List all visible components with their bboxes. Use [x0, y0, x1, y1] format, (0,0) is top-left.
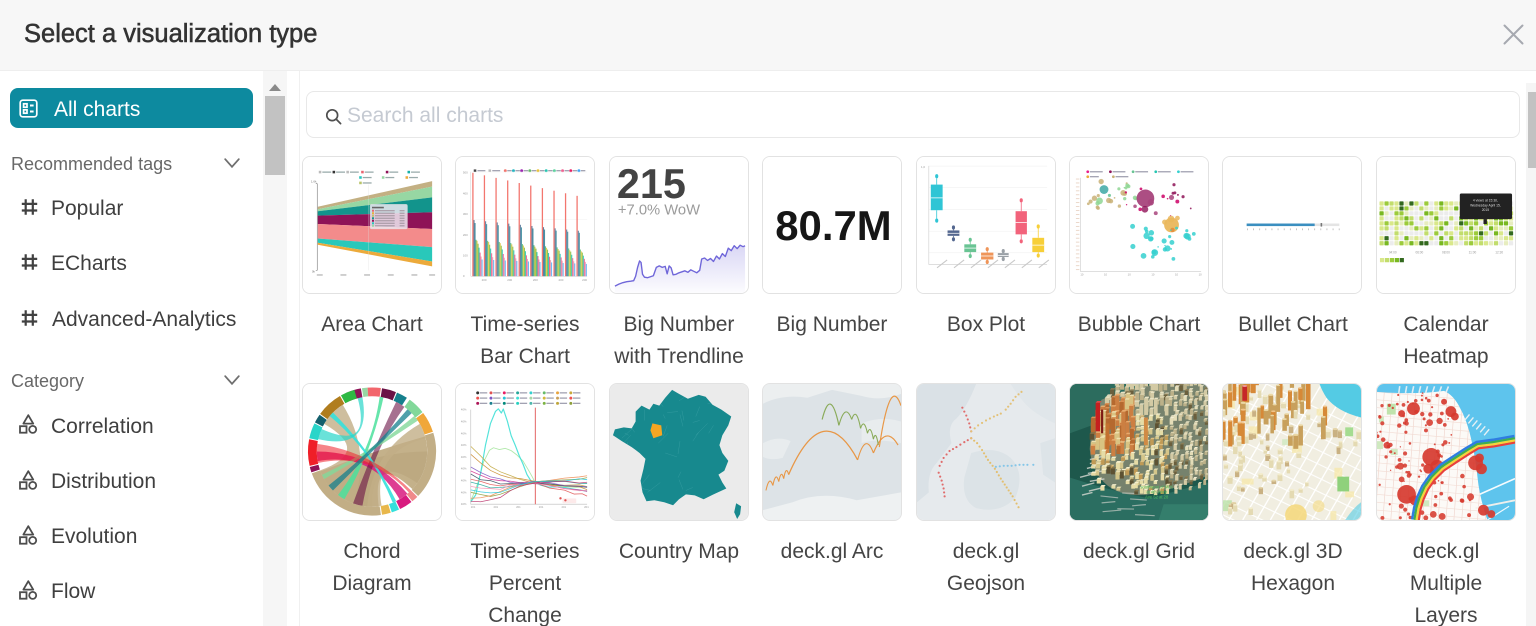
- svg-text:1,0: 1,0: [921, 165, 925, 169]
- svg-text:40%: 40%: [461, 479, 467, 483]
- svg-text:201: 201: [584, 505, 589, 509]
- svg-text:40%: 40%: [461, 408, 467, 412]
- svg-text:40%: 40%: [461, 455, 467, 459]
- svg-text:11:00: 11:00: [1469, 251, 1477, 255]
- svg-text:1,6k: 1,6k: [311, 180, 317, 184]
- svg-text:4 views at 15:30,: 4 views at 15:30,: [1473, 198, 1498, 202]
- svg-text:201: 201: [516, 505, 521, 509]
- svg-text:200: 200: [463, 233, 468, 237]
- svg-text:200: 200: [482, 278, 487, 282]
- svg-text:201: 201: [471, 505, 476, 509]
- svg-text:08:00: 08:00: [1442, 251, 1450, 255]
- svg-text:201: 201: [561, 505, 566, 509]
- svg-text:40%: 40%: [461, 502, 467, 506]
- svg-text:200: 200: [582, 278, 587, 282]
- svg-text:200: 200: [507, 278, 512, 282]
- svg-text:40%: 40%: [461, 467, 467, 471]
- svg-text:10: 10: [1151, 272, 1155, 276]
- svg-text:12:30: 12:30: [1495, 251, 1503, 255]
- svg-text:40%: 40%: [461, 419, 467, 423]
- svg-text:06:00: 06:00: [1415, 251, 1423, 255]
- svg-text:100: 100: [463, 254, 468, 258]
- svg-text:201: 201: [539, 505, 544, 509]
- svg-text:04:00: 04:00: [1389, 251, 1397, 255]
- svg-text:200: 200: [559, 278, 564, 282]
- svg-text:215: 215: [617, 161, 686, 207]
- svg-text:300: 300: [463, 212, 468, 216]
- svg-text:10: 10: [1080, 272, 1084, 276]
- svg-text:201: 201: [493, 505, 498, 509]
- svg-text:200: 200: [533, 278, 538, 282]
- svg-text:2015: 2015: [1482, 208, 1490, 212]
- svg-text:10: 10: [1104, 272, 1108, 276]
- svg-text:40%: 40%: [461, 443, 467, 447]
- svg-text:40%: 40%: [461, 431, 467, 435]
- svg-text:500: 500: [463, 171, 468, 175]
- svg-text:0: 0: [463, 274, 465, 278]
- svg-text:Ave 52 at 28: Ave 52 at 28: [1145, 494, 1169, 499]
- svg-text:Wednesday April 15,: Wednesday April 15,: [1470, 203, 1501, 207]
- svg-text:80.7M: 80.7M: [775, 202, 891, 249]
- svg-text:400: 400: [463, 191, 468, 195]
- svg-text:0k: 0k: [312, 269, 316, 273]
- svg-text:40%: 40%: [461, 490, 467, 494]
- svg-text:10: 10: [1175, 272, 1179, 276]
- svg-text:10: 10: [1199, 272, 1203, 276]
- svg-text:10: 10: [1128, 272, 1132, 276]
- svg-text:at 4th West: at 4th West: [1146, 489, 1168, 494]
- svg-text:southwest of MLK: southwest of MLK: [1140, 484, 1173, 489]
- svg-text:+7.0% WoW: +7.0% WoW: [618, 203, 700, 219]
